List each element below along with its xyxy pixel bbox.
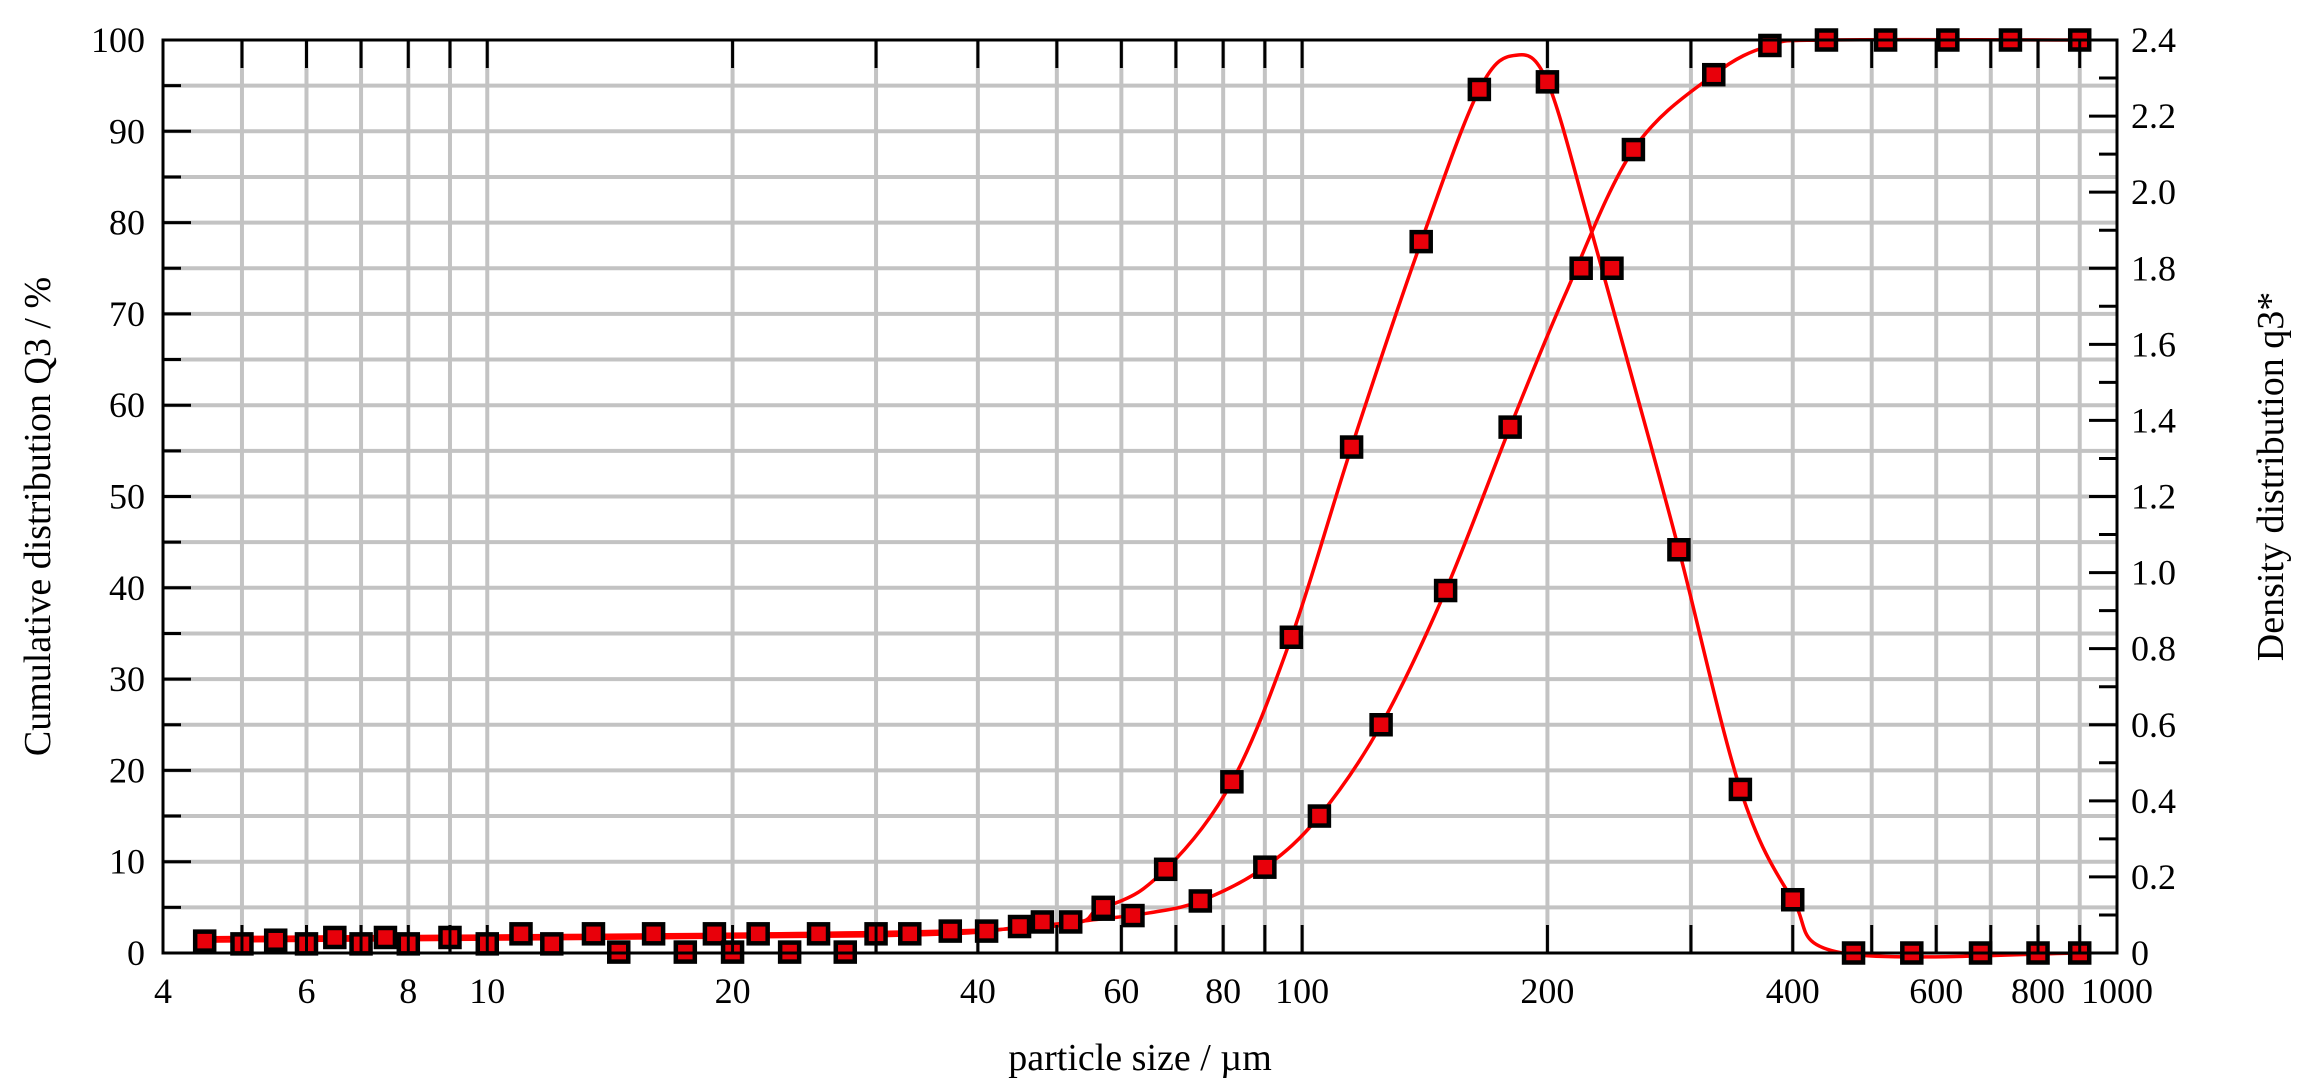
y2-tick-label: 1.4 (2131, 400, 2176, 440)
cumulative-point (540, 932, 564, 956)
x-axis-title: particle size / µm (1008, 1037, 1272, 1079)
cumulative-point (263, 928, 288, 952)
y2-tick-label: 1.8 (2131, 248, 2176, 288)
cumulative-point (974, 919, 999, 943)
x-tick-label: 80 (1205, 971, 1241, 1011)
x-tick-label: 1000 (2081, 971, 2153, 1011)
y2-tick-label: 2.0 (2131, 172, 2176, 212)
cumulative-point (581, 922, 606, 946)
y-tick-label: 90 (109, 111, 145, 151)
density-point (1339, 435, 1364, 459)
label-layer: 4 6 8 10 20 40 60 80 100 200 400 600 800 100001020304… (91, 20, 2176, 1011)
y2-tick-label: 0.8 (2131, 629, 2176, 669)
x-tick-label: 40 (960, 971, 996, 1011)
x-tick-label: 60 (1103, 971, 1139, 1011)
density-point (1667, 538, 1691, 562)
density-point (1091, 895, 1115, 920)
cumulative-point (1498, 415, 1522, 439)
density-point (1728, 777, 1753, 802)
x-tick-label: 600 (1909, 971, 1963, 1011)
density-point (1220, 770, 1244, 794)
x-tick-label: 10 (469, 971, 505, 1011)
cumulative-point (509, 922, 533, 946)
y2-tick-label: 0 (2131, 933, 2149, 973)
x-tick-label: 100 (1275, 971, 1329, 1011)
cumulative-point (1702, 62, 1726, 87)
y-tick-label: 0 (127, 933, 145, 973)
y-tick-label: 20 (109, 750, 145, 790)
cumulative-point (373, 925, 398, 950)
density-point (1409, 229, 1433, 254)
y-tick-label: 100 (91, 20, 145, 60)
y2-tick-label: 0.6 (2131, 705, 2176, 745)
density-point (1279, 625, 1304, 650)
cumulative-point (1369, 713, 1393, 737)
cumulative-point (1058, 910, 1083, 934)
y-tick-label: 60 (109, 385, 145, 425)
y2-tick-label: 1.6 (2131, 324, 2176, 364)
density-point (1569, 256, 1593, 280)
y-tick-label: 10 (109, 842, 145, 882)
y2-tick-label: 2.2 (2131, 96, 2176, 136)
x-tick-label: 200 (1520, 971, 1574, 1011)
y-tick-label: 70 (109, 294, 145, 334)
y-tick-label: 30 (109, 659, 145, 699)
cumulative-point (1030, 910, 1055, 934)
cumulative-point (746, 922, 770, 946)
cumulative-point (323, 925, 347, 950)
y-tick-label: 80 (109, 203, 145, 243)
cumulative-point (1307, 804, 1332, 828)
x-tick-label: 800 (2011, 971, 2065, 1011)
cumulative-point (641, 922, 666, 946)
cumulative-point (806, 922, 831, 946)
density-point (1780, 887, 1805, 912)
tick-layer (161, 38, 2119, 955)
cumulative-point (898, 922, 922, 946)
cumulative-point (1188, 889, 1213, 913)
x-tick-label: 20 (715, 971, 751, 1011)
y2-tick-label: 2.4 (2131, 20, 2176, 60)
density-point (1153, 857, 1178, 882)
cumulative-point (192, 929, 217, 953)
cumulative-point (1121, 903, 1145, 928)
grid-layer (163, 40, 2117, 953)
cumulative-point (1007, 914, 1032, 939)
y-tick-label: 40 (109, 568, 145, 608)
x-tick-label: 6 (297, 971, 315, 1011)
density-point (1600, 256, 1624, 280)
cumulative-point (938, 919, 963, 943)
x-tick-label: 400 (1766, 971, 1820, 1011)
y-axis-title-right: Density distribution q3* (2250, 292, 2292, 661)
y-tick-label: 50 (109, 477, 145, 517)
cumulative-point (702, 922, 727, 946)
density-point (1467, 77, 1492, 102)
y2-tick-label: 0.2 (2131, 857, 2176, 897)
density-point (1535, 70, 1560, 94)
cumulative-point (1433, 578, 1458, 603)
x-tick-label: 4 (154, 971, 172, 1011)
y2-tick-label: 1.0 (2131, 553, 2176, 593)
cumulative-point (1621, 137, 1646, 162)
y-axis-title-left: Cumulative distribution Q3 / % (17, 277, 59, 756)
cumulative-point (1253, 855, 1277, 879)
y2-tick-label: 0.4 (2131, 781, 2176, 821)
x-tick-label: 8 (399, 971, 417, 1011)
y2-tick-label: 1.2 (2131, 477, 2176, 517)
